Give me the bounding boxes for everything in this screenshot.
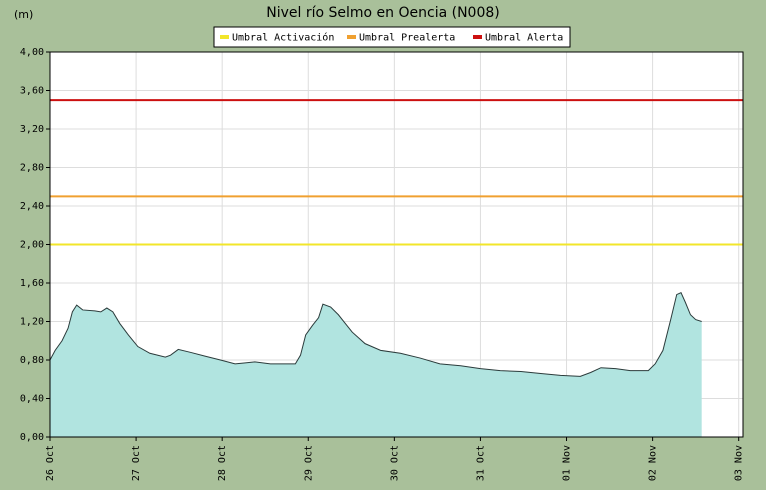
chart-title: Nivel río Selmo en Oencia (N008) bbox=[266, 5, 499, 21]
y-tick-label: 2,40 bbox=[20, 201, 44, 212]
x-tick-label: 27 Oct bbox=[131, 445, 142, 481]
y-tick-label: 2,80 bbox=[20, 163, 44, 174]
y-tick-label: 1,60 bbox=[20, 278, 44, 289]
y-tick-label: 1,20 bbox=[20, 317, 44, 328]
x-tick-label: 01 Nov bbox=[562, 445, 573, 481]
y-tick-label: 0,00 bbox=[20, 432, 44, 443]
x-tick-label: 28 Oct bbox=[217, 445, 228, 481]
legend-label: Umbral Prealerta bbox=[359, 33, 455, 44]
y-tick-label: 0,40 bbox=[20, 394, 44, 405]
x-tick-label: 02 Nov bbox=[648, 445, 659, 481]
x-tick-label: 29 Oct bbox=[303, 445, 314, 481]
legend-swatch bbox=[473, 35, 482, 39]
y-tick-label: 0,80 bbox=[20, 355, 44, 366]
y-tick-label: 3,20 bbox=[20, 124, 44, 135]
legend bbox=[213, 26, 571, 48]
area bbox=[50, 292, 702, 437]
legend-label: Umbral Activación bbox=[232, 32, 334, 44]
line bbox=[49, 291, 702, 377]
y-axis-label: (m) bbox=[14, 8, 33, 21]
y-tick-label: 3,60 bbox=[20, 86, 44, 97]
x-tick-label: 26 Oct bbox=[45, 445, 56, 481]
x-tick-label: 31 Oct bbox=[475, 445, 486, 481]
y-tick-label: 2,00 bbox=[20, 240, 44, 251]
y-tick-label: 4,00 bbox=[20, 47, 44, 58]
plot-border bbox=[49, 51, 744, 438]
x-tick-label: 30 Oct bbox=[389, 445, 400, 481]
legend-swatch bbox=[220, 35, 229, 39]
x-tick-label: 03 Nov bbox=[734, 445, 745, 481]
legend-label: Umbral Alerta bbox=[485, 33, 563, 44]
legend-swatch bbox=[347, 35, 356, 39]
